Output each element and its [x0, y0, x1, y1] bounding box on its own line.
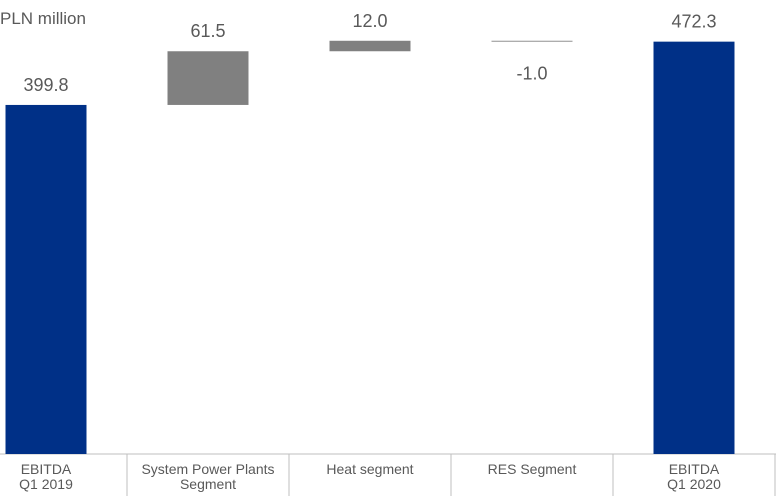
category-label: EBITDA — [669, 461, 720, 477]
category-label: Segment — [180, 476, 236, 492]
total-bar — [653, 41, 735, 454]
category-label: RES Segment — [488, 461, 577, 477]
category-label: EBITDA — [21, 461, 72, 477]
unit-label: PLN million — [0, 9, 86, 28]
category-label: Heat segment — [326, 461, 413, 477]
category-label: Q1 2020 — [667, 476, 721, 492]
data-label: 12.0 — [352, 11, 387, 31]
category-label: System Power Plants — [141, 461, 274, 477]
data-label: 61.5 — [190, 21, 225, 41]
data-label: 472.3 — [671, 12, 716, 32]
category-label: Q1 2019 — [19, 476, 73, 492]
delta-bar — [167, 51, 249, 105]
total-bar — [5, 104, 87, 454]
delta-bar — [491, 40, 573, 42]
data-label: -1.0 — [516, 64, 547, 84]
data-label: 399.8 — [23, 75, 68, 95]
delta-bar — [329, 40, 411, 52]
